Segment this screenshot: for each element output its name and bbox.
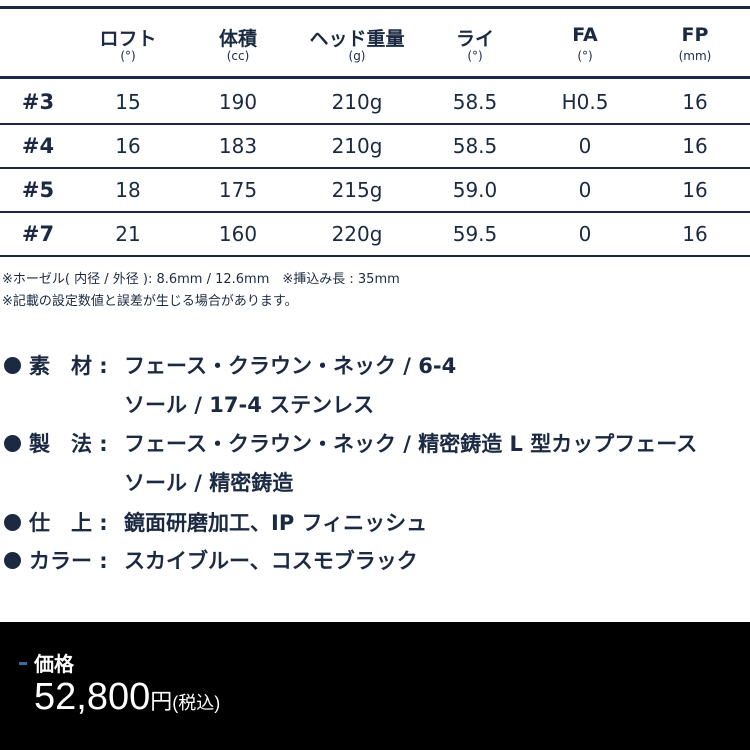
unit-fp: (mm)	[678, 49, 712, 63]
spec-method-line2: ソール / 精密鋳造	[124, 471, 294, 495]
price-amount: 52,800	[34, 676, 151, 718]
table-cell: 210g	[331, 90, 383, 114]
spec-material: 素 材 :	[4, 350, 137, 380]
price-currency: 円	[150, 689, 173, 714]
table-cell: 16	[682, 178, 708, 202]
unit-lie: (°)	[467, 49, 483, 63]
table-cell: 190	[218, 90, 258, 114]
row-divider	[0, 123, 750, 125]
price-amount-row: 52,800円(税込)	[34, 676, 220, 719]
row-divider	[0, 167, 750, 169]
table-cell: 210g	[331, 134, 383, 158]
note-disclaimer: ※記載の設定数値と誤差が生じる場合があります。	[2, 294, 298, 309]
table-top-border	[0, 6, 750, 9]
unit-head-weight: (g)	[348, 49, 366, 63]
spec-material-line1: フェース・クラウン・ネック / 6-4	[124, 354, 457, 378]
unit-fa: (°)	[577, 49, 593, 63]
table-cell: 58.5	[452, 90, 498, 114]
price-label: 価格	[34, 652, 74, 676]
spec-finish: 仕 上 :	[4, 507, 137, 537]
row-divider	[0, 255, 750, 257]
table-cell: 16	[682, 90, 708, 114]
row-label: #4	[21, 134, 55, 158]
table-cell: 183	[218, 134, 258, 158]
spec-method: 製 法 :	[4, 428, 137, 458]
table-cell: 15	[115, 90, 141, 114]
header-volume: 体積	[218, 28, 258, 50]
table-cell: 0	[578, 134, 592, 158]
table-cell: 175	[218, 178, 258, 202]
price-panel: 価格 52,800円(税込)	[0, 622, 750, 750]
spec-color: カラー :	[4, 545, 137, 575]
row-divider	[0, 76, 750, 79]
spec-label: カラー :	[29, 549, 108, 573]
table-cell: H0.5	[561, 90, 609, 114]
table-cell: 16	[682, 134, 708, 158]
note-hosel: ※ホーゼル( 内径 / 外径 ): 8.6mm / 12.6mm ※挿込み長 :…	[2, 272, 400, 287]
header-fa: FA	[572, 24, 598, 46]
spec-label: 製 法 :	[29, 432, 108, 456]
header-head-weight: ヘッド重量	[309, 28, 405, 50]
unit-volume: (cc)	[226, 49, 250, 63]
row-label: #5	[21, 178, 55, 202]
table-cell: 58.5	[452, 134, 498, 158]
spec-color-line1: スカイブルー、コスモブラック	[124, 549, 418, 573]
spec-finish-line1: 鏡面研磨加工、IP フィニッシュ	[124, 511, 428, 535]
table-cell: 59.5	[452, 222, 498, 246]
table-cell: 59.0	[452, 178, 498, 202]
header-loft: ロフト	[99, 28, 157, 50]
bullet-icon	[4, 551, 21, 569]
price-tax: (税込)	[172, 693, 221, 713]
bullet-icon	[4, 356, 21, 374]
table-cell: 215g	[331, 178, 383, 202]
table-cell: 16	[682, 222, 708, 246]
table-cell: 0	[578, 222, 592, 246]
table-cell: 0	[578, 178, 592, 202]
row-label: #3	[21, 90, 55, 114]
spec-label: 仕 上 :	[29, 511, 108, 535]
spec-method-line1: フェース・クラウン・ネック / 精密鋳造 L 型カップフェース	[124, 432, 698, 456]
header-fp: FP	[681, 24, 709, 46]
table-cell: 21	[115, 222, 141, 246]
spec-label: 素 材 :	[29, 354, 108, 378]
table-cell: 160	[218, 222, 258, 246]
dash-icon	[19, 662, 27, 665]
table-cell: 16	[115, 134, 141, 158]
header-lie: ライ	[455, 28, 495, 50]
table-cell: 18	[115, 178, 141, 202]
spec-material-line2: ソール / 17-4 ステンレス	[124, 393, 375, 417]
row-label: #7	[21, 222, 55, 246]
unit-loft: (°)	[120, 49, 136, 63]
table-cell: 220g	[331, 222, 383, 246]
bullet-icon	[4, 513, 21, 531]
row-divider	[0, 211, 750, 213]
bullet-icon	[4, 434, 21, 452]
